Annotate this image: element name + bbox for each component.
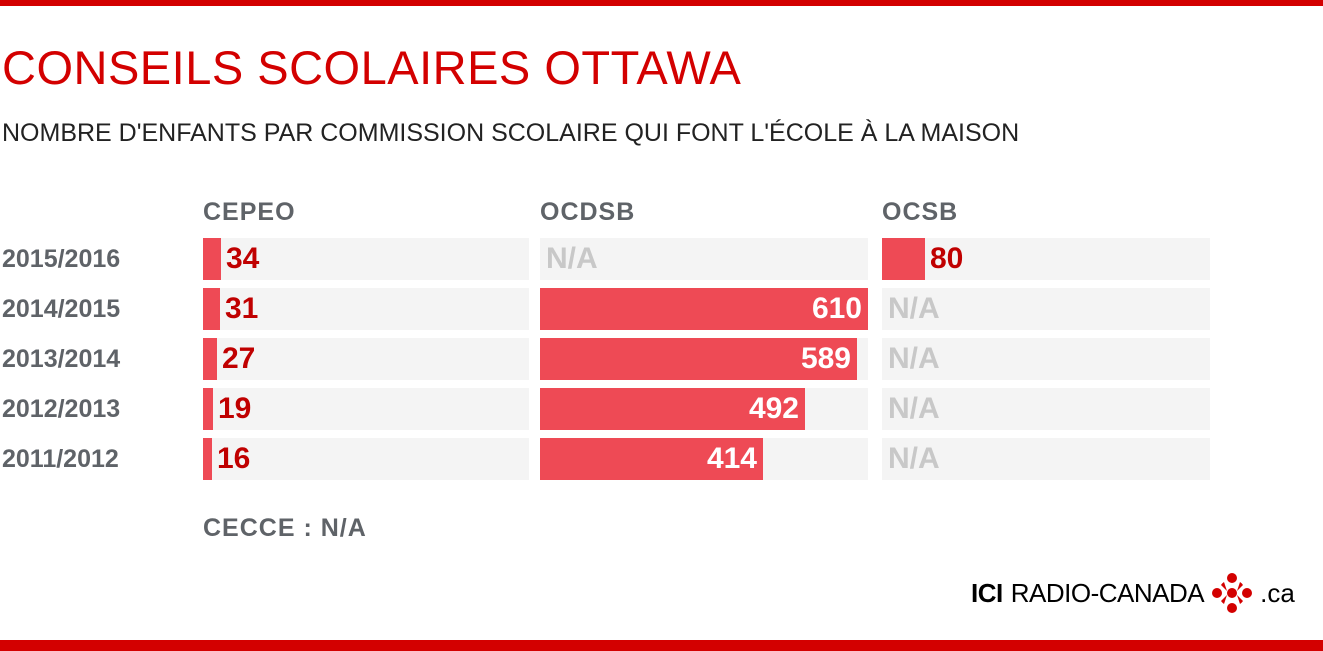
series-header-cepeo: CEPEO bbox=[203, 198, 296, 226]
data-label-ocdsb: 610 bbox=[811, 292, 862, 325]
bar-track-ocsb: N/A bbox=[882, 288, 1210, 330]
bar-track-cepeo: 31 bbox=[203, 288, 529, 330]
bar-track-ocsb: N/A bbox=[882, 438, 1210, 480]
data-label-ocdsb: 589 bbox=[800, 342, 851, 375]
brand-logo: ICI RADIO-CANADA .ca bbox=[971, 573, 1295, 613]
bar-track-ocsb: N/A bbox=[882, 388, 1210, 430]
bar-track-ocsb: 80 bbox=[882, 238, 1210, 280]
bar-track-ocdsb: 492 bbox=[540, 388, 868, 430]
bar-ocsb-2015-2016 bbox=[882, 238, 925, 280]
na-label: N/A bbox=[888, 292, 940, 325]
bar-ocdsb-2011-2012 bbox=[540, 438, 763, 480]
data-label-cepeo: 31 bbox=[225, 292, 259, 325]
na-label: N/A bbox=[888, 342, 940, 375]
row-label-2013-2014: 2013/2014 bbox=[2, 345, 121, 373]
na-label: N/A bbox=[888, 392, 940, 425]
series-header-ocsb: OCSB bbox=[882, 198, 959, 226]
row-label-2015-2016: 2015/2016 bbox=[2, 245, 121, 273]
bar-ocdsb-2014-2015 bbox=[540, 288, 868, 330]
bar-track-cepeo: 34 bbox=[203, 238, 529, 280]
bar-cepeo-2014-2015 bbox=[203, 288, 220, 330]
row-label-2014-2015: 2014/2015 bbox=[2, 295, 121, 323]
bar-ocdsb-2013-2014 bbox=[540, 338, 857, 380]
bar-ocdsb-2012-2013 bbox=[540, 388, 805, 430]
bar-track-ocdsb: N/A bbox=[540, 238, 868, 280]
bar-track-cepeo: 27 bbox=[203, 338, 529, 380]
data-label-ocsb: 80 bbox=[930, 242, 964, 275]
data-label-cepeo: 16 bbox=[217, 442, 251, 475]
footnote: CECCE : N/A bbox=[203, 514, 367, 542]
row-label-2011-2012: 2011/2012 bbox=[2, 445, 119, 473]
bar-cepeo-2015-2016 bbox=[203, 238, 221, 280]
na-label: N/A bbox=[546, 242, 598, 275]
bottom-accent-bar bbox=[0, 640, 1323, 651]
data-label-cepeo: 27 bbox=[222, 342, 256, 375]
bar-cepeo-2011-2012 bbox=[203, 438, 212, 480]
data-label-ocdsb: 492 bbox=[748, 392, 799, 425]
data-label-cepeo: 19 bbox=[218, 392, 252, 425]
chart-title: CONSEILS SCOLAIRES OTTAWA bbox=[2, 41, 742, 94]
bar-cepeo-2012-2013 bbox=[203, 388, 213, 430]
data-label-ocdsb: 414 bbox=[706, 442, 757, 475]
top-accent-bar bbox=[0, 0, 1323, 6]
series-header-ocdsb: OCDSB bbox=[540, 198, 636, 226]
bar-track-cepeo: 19 bbox=[203, 388, 529, 430]
brand-name: RADIO-CANADA bbox=[1010, 577, 1205, 608]
data-label-cepeo: 34 bbox=[226, 242, 260, 275]
brand-tld: .ca bbox=[1260, 577, 1295, 608]
bar-track-ocdsb: 414 bbox=[540, 438, 868, 480]
bar-track-ocdsb: 589 bbox=[540, 338, 868, 380]
cbc-gem-icon bbox=[1212, 573, 1253, 613]
bar-track-cepeo: 16 bbox=[203, 438, 529, 480]
chart-subtitle: NOMBRE D'ENFANTS PAR COMMISSION SCOLAIRE… bbox=[2, 119, 1020, 147]
bar-track-ocdsb: 610 bbox=[540, 288, 868, 330]
bar-track-ocsb: N/A bbox=[882, 338, 1210, 380]
na-label: N/A bbox=[888, 442, 940, 475]
row-label-2012-2013: 2012/2013 bbox=[2, 395, 121, 423]
bar-cepeo-2013-2014 bbox=[203, 338, 217, 380]
brand-ici: ICI bbox=[971, 577, 1003, 608]
